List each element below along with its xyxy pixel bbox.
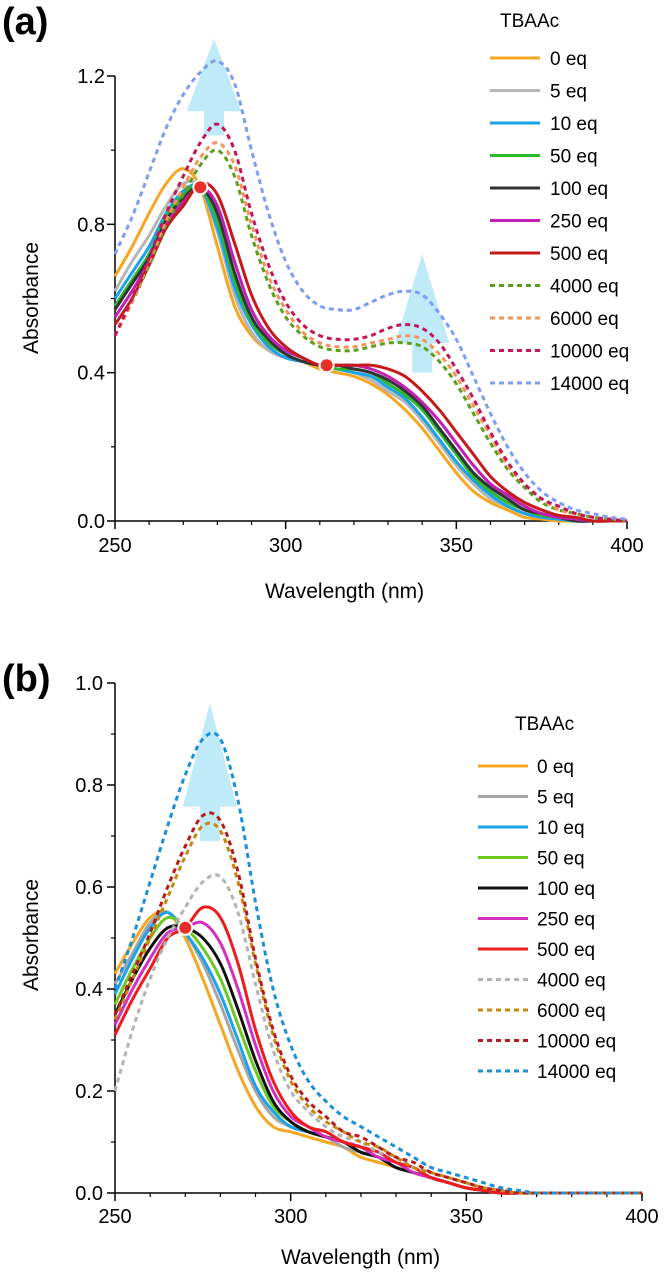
panel-a-label: (a) [2, 1, 48, 43]
panel-b: (b) Wavelength (nm) Absorbance TBAAc 0.0… [2, 658, 659, 1269]
isosbestic-point [177, 919, 194, 936]
panel-a-ytick-label: 0.4 [77, 363, 105, 385]
legend-label: 500 eq [537, 940, 595, 961]
series-line [113, 59, 628, 521]
panel-a-xtick-label: 400 [610, 535, 643, 557]
legend-label: 6000 eq [550, 309, 619, 330]
legend-label: 250 eq [537, 910, 595, 931]
legend-label: 50 eq [537, 849, 585, 870]
legend-label: 10 eq [550, 114, 598, 135]
panel-a-xtick-label: 350 [440, 535, 473, 557]
panel-b-legend-title: TBAAc [515, 714, 574, 735]
panel-b-ytick-label: 0.8 [75, 775, 103, 797]
panel-b-label: (b) [2, 658, 51, 700]
legend-label: 100 eq [550, 179, 608, 200]
panel-b-ytick-label: 0.4 [75, 979, 103, 1001]
legend-label: 5 eq [550, 82, 587, 103]
panel-a-legend-title: TBAAc [500, 11, 559, 32]
panel-b-ytick-label: 0.0 [75, 1183, 103, 1205]
legend-label: 6000 eq [537, 1001, 606, 1022]
panel-b-xtick-label: 300 [274, 1206, 307, 1228]
panel-b-xtick-label: 350 [450, 1206, 483, 1228]
series-line [113, 122, 628, 523]
panel-a-increase-arrow [186, 38, 241, 136]
legend-label: 14000 eq [550, 374, 629, 395]
isosbestic-point [318, 357, 335, 374]
legend-label: 10000 eq [550, 342, 629, 363]
panel-a-increase-arrow [395, 254, 450, 373]
legend-label: 250 eq [550, 212, 608, 233]
panel-a-xtick-label: 300 [269, 535, 302, 557]
legend-label: 10000 eq [537, 1032, 616, 1053]
panel-a-ytick-label: 1.2 [77, 66, 105, 88]
panel-b-ytick-label: 0.6 [75, 877, 103, 899]
panel-a: (a) Wavelength (nm) Absorbance TBAAc 0.0… [2, 1, 644, 603]
legend-label: 4000 eq [550, 277, 619, 298]
panel-b-xlabel: Wavelength (nm) [281, 1246, 440, 1269]
panel-a-ylabel: Absorbance [20, 242, 43, 354]
legend-label: 0 eq [537, 757, 574, 778]
series-line [113, 731, 642, 1195]
panel-a-xlabel: Wavelength (nm) [265, 580, 424, 603]
legend-label: 50 eq [550, 147, 598, 168]
legend-label: 4000 eq [537, 971, 606, 992]
legend-label: 500 eq [550, 244, 608, 265]
series-line [113, 148, 628, 523]
legend-label: 5 eq [537, 788, 574, 809]
panel-b-ylabel: Absorbance [20, 879, 43, 991]
panel-a-ytick-label: 0.0 [77, 511, 105, 533]
isosbestic-point [192, 179, 209, 196]
panel-a-xtick-label: 250 [98, 535, 131, 557]
legend-label: 10 eq [537, 818, 585, 839]
panel-b-ytick-label: 1.0 [75, 673, 103, 695]
panel-b-ytick-label: 0.2 [75, 1081, 103, 1103]
panel-b-increase-arrow [182, 703, 237, 842]
legend-label: 100 eq [537, 879, 595, 900]
panel-b-xtick-label: 250 [98, 1206, 131, 1228]
legend-label: 0 eq [550, 49, 587, 70]
panel-b-xtick-label: 400 [625, 1206, 658, 1228]
legend-label: 14000 eq [537, 1062, 616, 1083]
panel-a-ytick-label: 0.8 [77, 214, 105, 236]
